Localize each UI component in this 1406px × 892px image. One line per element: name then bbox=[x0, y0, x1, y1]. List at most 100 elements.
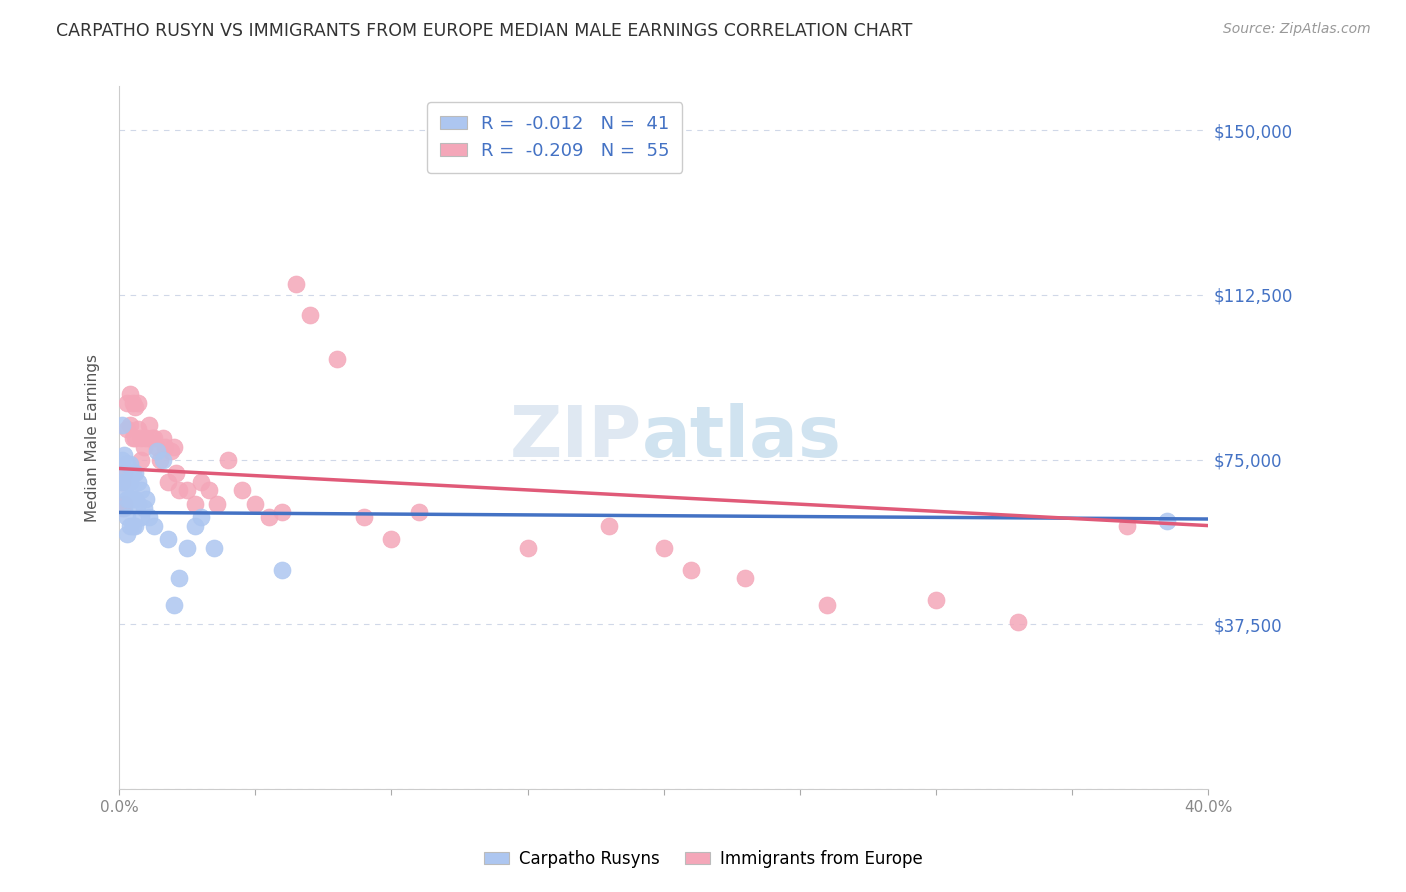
Point bbox=[124, 400, 146, 414]
Point bbox=[124, 466, 146, 480]
Point bbox=[155, 440, 177, 454]
Point bbox=[159, 444, 181, 458]
Point bbox=[679, 562, 702, 576]
Point bbox=[124, 431, 146, 445]
Point bbox=[121, 395, 143, 409]
Point bbox=[114, 466, 136, 480]
Point bbox=[129, 483, 152, 498]
Point bbox=[115, 475, 138, 489]
Point bbox=[118, 457, 141, 471]
Point bbox=[271, 505, 294, 519]
Point bbox=[380, 532, 402, 546]
Point bbox=[141, 431, 163, 445]
Point bbox=[516, 541, 538, 555]
Point bbox=[184, 497, 207, 511]
Legend: R =  -0.012   N =  41, R =  -0.209   N =  55: R = -0.012 N = 41, R = -0.209 N = 55 bbox=[427, 103, 682, 173]
Point bbox=[149, 452, 172, 467]
Point bbox=[353, 509, 375, 524]
Point bbox=[202, 541, 225, 555]
Point bbox=[1115, 518, 1137, 533]
Point bbox=[190, 475, 212, 489]
Point bbox=[138, 509, 160, 524]
Text: ZIP: ZIP bbox=[509, 403, 643, 472]
Point bbox=[129, 509, 152, 524]
Point bbox=[118, 518, 141, 533]
Point bbox=[114, 501, 136, 516]
Point bbox=[165, 466, 187, 480]
Point bbox=[132, 440, 155, 454]
Point bbox=[298, 308, 321, 322]
Point bbox=[111, 452, 134, 467]
Point bbox=[408, 505, 430, 519]
Text: Source: ZipAtlas.com: Source: ZipAtlas.com bbox=[1223, 22, 1371, 37]
Point bbox=[138, 417, 160, 432]
Point bbox=[115, 422, 138, 436]
Point bbox=[652, 541, 675, 555]
Text: atlas: atlas bbox=[643, 403, 842, 472]
Point bbox=[143, 518, 166, 533]
Point bbox=[205, 497, 228, 511]
Point bbox=[121, 492, 143, 507]
Point bbox=[127, 497, 149, 511]
Point bbox=[176, 483, 198, 498]
Point bbox=[190, 509, 212, 524]
Point bbox=[217, 452, 239, 467]
Point bbox=[115, 527, 138, 541]
Point bbox=[121, 518, 143, 533]
Point bbox=[127, 475, 149, 489]
Point bbox=[124, 492, 146, 507]
Point bbox=[598, 518, 620, 533]
Point bbox=[127, 422, 149, 436]
Point bbox=[152, 431, 174, 445]
Point bbox=[167, 571, 190, 585]
Point bbox=[245, 497, 267, 511]
Point bbox=[132, 501, 155, 516]
Point bbox=[257, 509, 280, 524]
Point bbox=[152, 452, 174, 467]
Point bbox=[734, 571, 756, 585]
Point bbox=[326, 351, 349, 366]
Point bbox=[115, 395, 138, 409]
Point bbox=[114, 483, 136, 498]
Point bbox=[118, 387, 141, 401]
Point bbox=[114, 448, 136, 462]
Point bbox=[157, 532, 180, 546]
Point bbox=[129, 431, 152, 445]
Point bbox=[114, 466, 136, 480]
Point bbox=[925, 593, 948, 607]
Legend: Carpatho Rusyns, Immigrants from Europe: Carpatho Rusyns, Immigrants from Europe bbox=[477, 844, 929, 875]
Point bbox=[162, 440, 184, 454]
Point bbox=[157, 475, 180, 489]
Point bbox=[124, 518, 146, 533]
Point bbox=[129, 452, 152, 467]
Point bbox=[198, 483, 221, 498]
Text: CARPATHO RUSYN VS IMMIGRANTS FROM EUROPE MEDIAN MALE EARNINGS CORRELATION CHART: CARPATHO RUSYN VS IMMIGRANTS FROM EUROPE… bbox=[56, 22, 912, 40]
Point bbox=[121, 466, 143, 480]
Point bbox=[111, 501, 134, 516]
Point bbox=[118, 492, 141, 507]
Point bbox=[111, 475, 134, 489]
Point bbox=[115, 509, 138, 524]
Point bbox=[118, 475, 141, 489]
Point bbox=[143, 431, 166, 445]
Point bbox=[115, 457, 138, 471]
Point bbox=[167, 483, 190, 498]
Point bbox=[114, 497, 136, 511]
Point bbox=[146, 440, 169, 454]
Point bbox=[118, 417, 141, 432]
Point bbox=[184, 518, 207, 533]
Y-axis label: Median Male Earnings: Median Male Earnings bbox=[86, 354, 100, 522]
Point bbox=[127, 395, 149, 409]
Point bbox=[135, 492, 157, 507]
Point bbox=[111, 475, 134, 489]
Point bbox=[285, 277, 308, 291]
Point bbox=[815, 598, 838, 612]
Point bbox=[135, 431, 157, 445]
Point bbox=[111, 417, 134, 432]
Point bbox=[176, 541, 198, 555]
Point bbox=[162, 598, 184, 612]
Point bbox=[121, 431, 143, 445]
Point bbox=[1007, 615, 1029, 630]
Point bbox=[1156, 514, 1178, 528]
Point bbox=[115, 492, 138, 507]
